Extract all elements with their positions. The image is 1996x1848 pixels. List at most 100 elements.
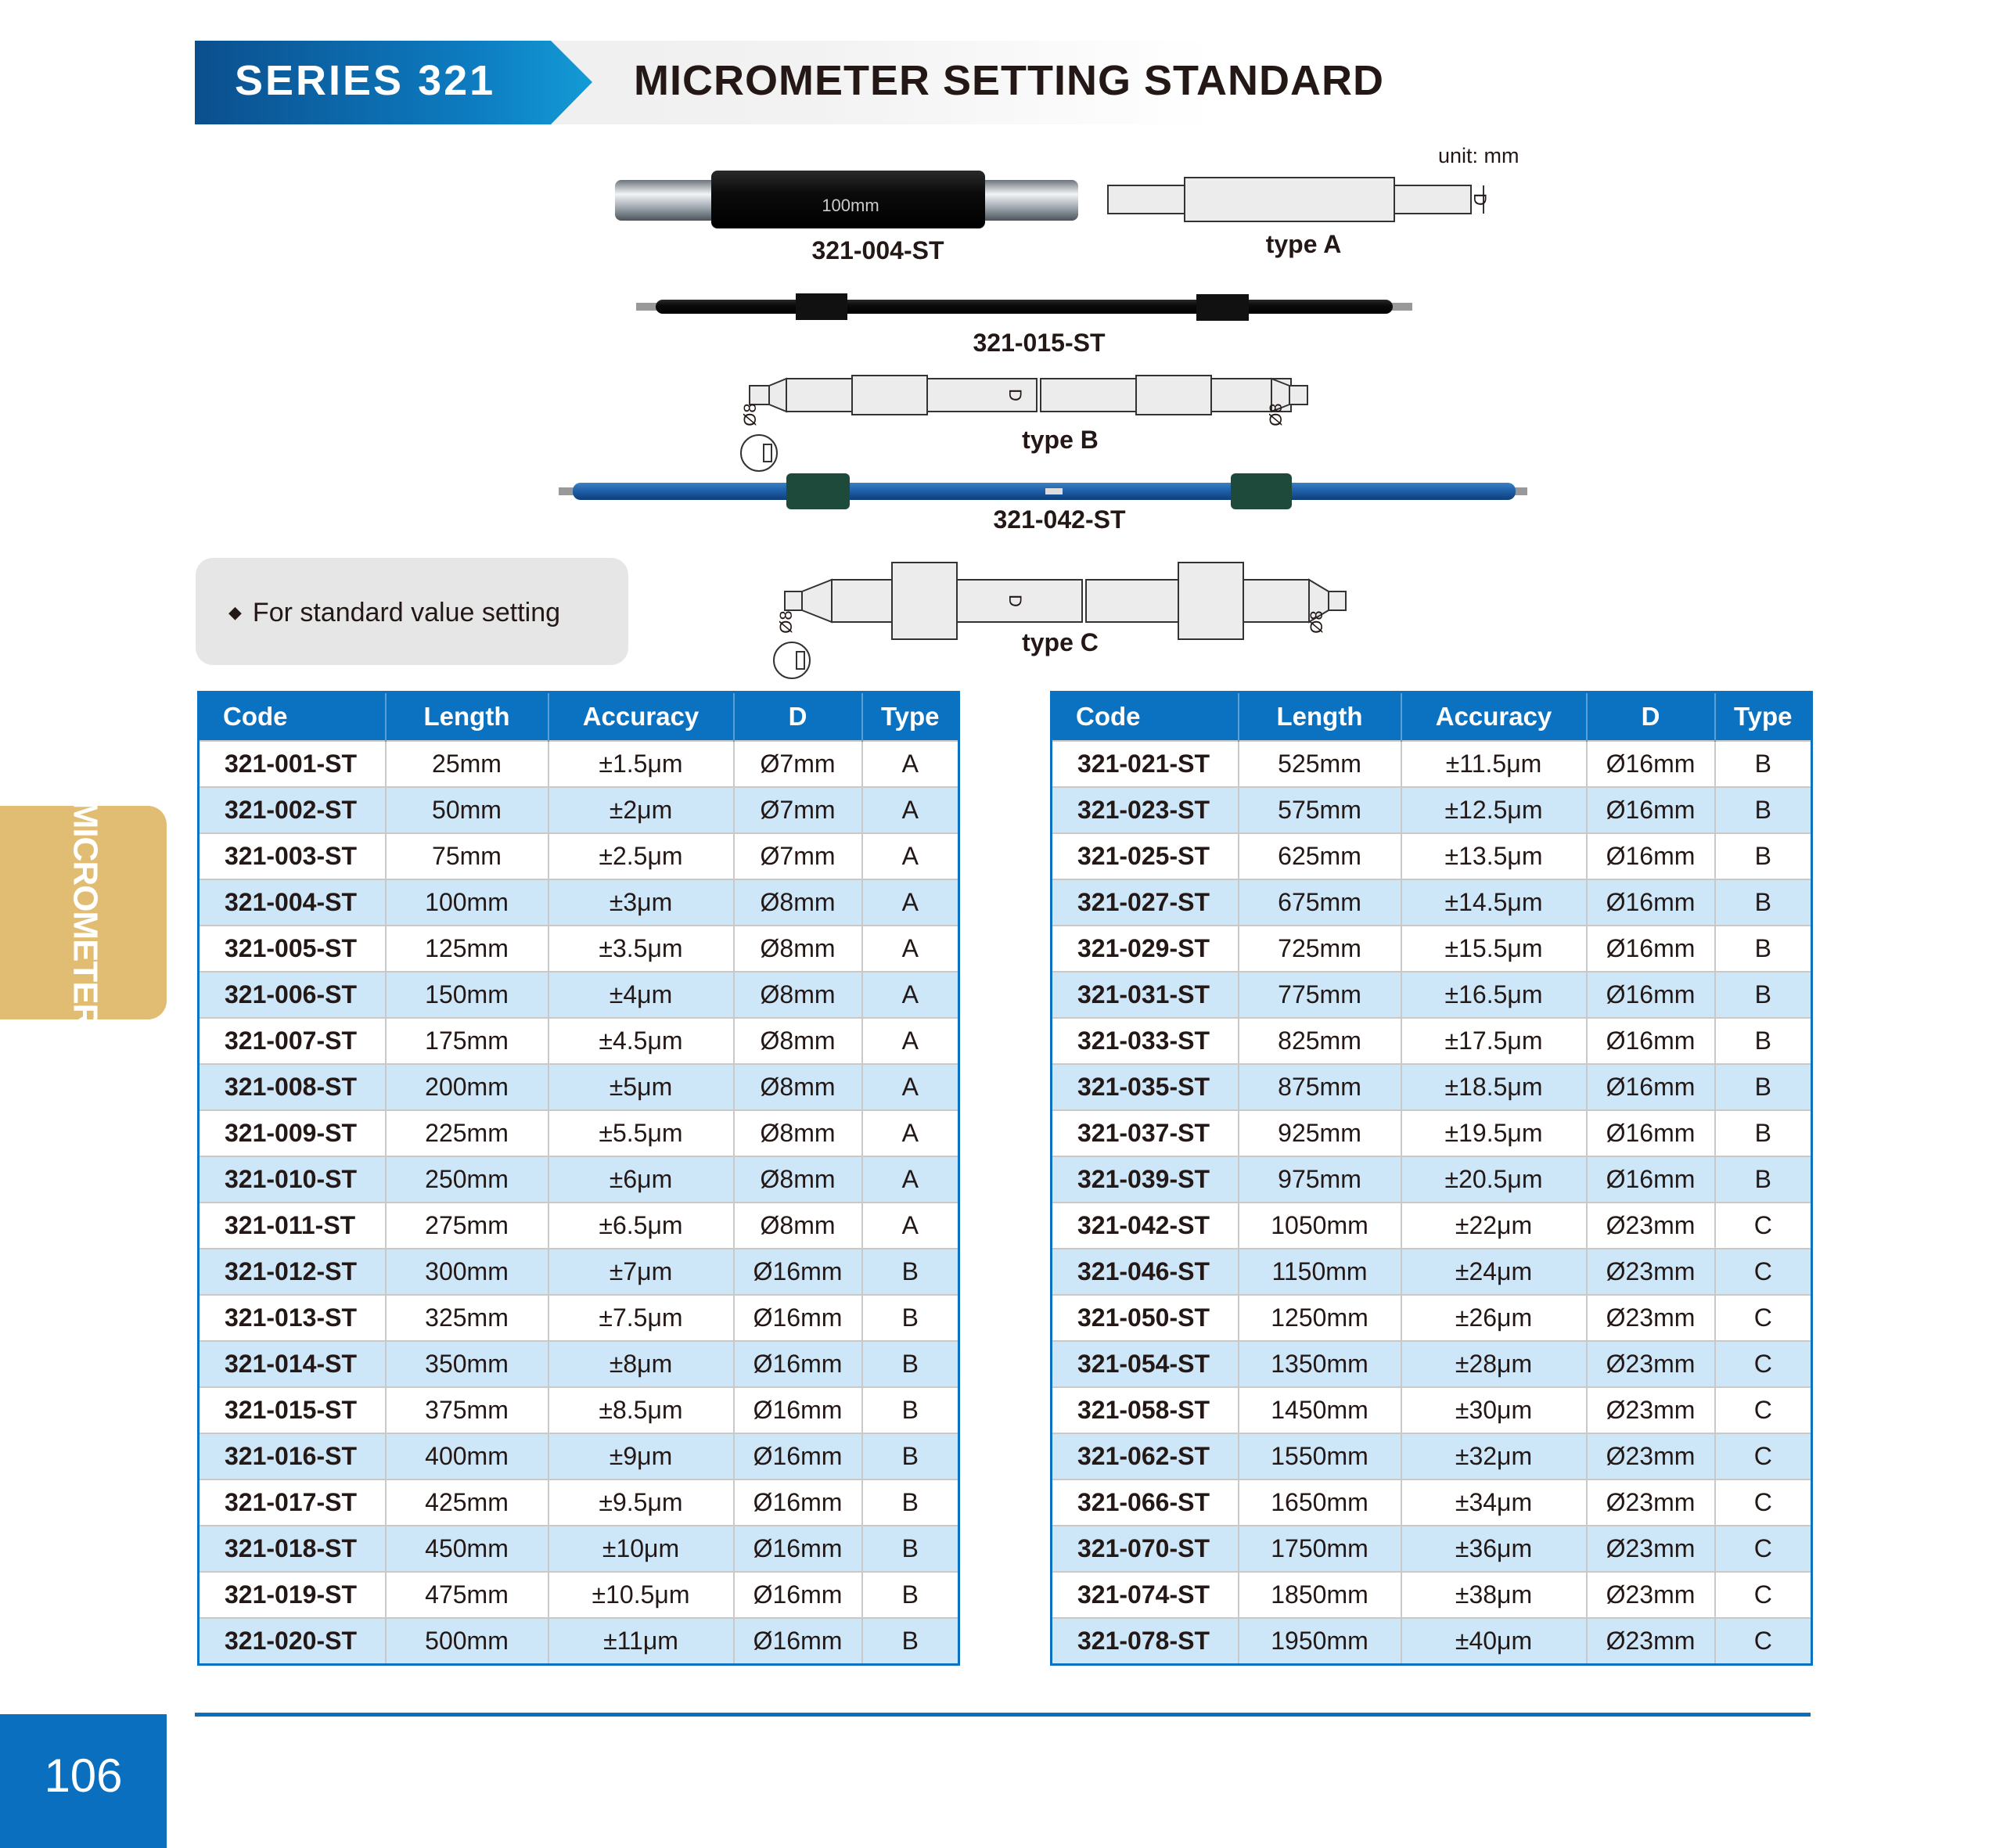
cell-code: 321-033-ST xyxy=(1050,1017,1239,1065)
table-row: 321-005-ST 125mm ±3.5μm Ø8mm A xyxy=(197,925,960,973)
photo-label-321-042: 321-042-ST xyxy=(993,505,1126,534)
cell-accuracy: ±26μm xyxy=(1400,1294,1588,1342)
unit-label: unit: mm xyxy=(1438,144,1519,167)
cell-type: B xyxy=(861,1433,960,1480)
cell-accuracy: ±22μm xyxy=(1400,1202,1588,1249)
table-row: 321-029-ST 725mm ±15.5μm Ø16mm B xyxy=(1050,925,1813,973)
column-header-type: Type xyxy=(1714,692,1812,741)
cell-length: 975mm xyxy=(1237,1156,1402,1203)
page-number: 106 xyxy=(44,1749,123,1802)
cell-length: 400mm xyxy=(384,1433,549,1480)
cell-type: A xyxy=(861,925,960,973)
table-row: 321-033-ST 825mm ±17.5μm Ø16mm B xyxy=(1050,1017,1813,1065)
table-row: 321-039-ST 975mm ±20.5μm Ø16mm B xyxy=(1050,1156,1813,1203)
table-row: 321-007-ST 175mm ±4.5μm Ø8mm A xyxy=(197,1017,960,1065)
cell-accuracy: ±7.5μm xyxy=(547,1294,735,1342)
type-b-label: type B xyxy=(1022,426,1099,454)
table-row: 321-025-ST 625mm ±13.5μm Ø16mm B xyxy=(1050,832,1813,880)
cell-length: 225mm xyxy=(384,1109,549,1157)
cell-accuracy: ±28μm xyxy=(1400,1340,1588,1388)
cell-code: 321-003-ST xyxy=(197,832,387,880)
cell-d: Ø16mm xyxy=(1585,832,1716,880)
cell-d: Ø16mm xyxy=(732,1340,863,1388)
cell-accuracy: ±10.5μm xyxy=(547,1571,735,1619)
standard-photo-321-042 xyxy=(559,473,1527,509)
column-header-d: D xyxy=(732,692,862,741)
cell-accuracy: ±40μm xyxy=(1400,1617,1588,1666)
cell-d: Ø16mm xyxy=(732,1294,863,1342)
cell-d: Ø23mm xyxy=(1585,1386,1716,1434)
dimension-d-label: D xyxy=(1470,193,1490,206)
table-row: 321-013-ST 325mm ±7.5μm Ø16mm B xyxy=(197,1294,960,1342)
cell-d: Ø16mm xyxy=(1585,925,1716,973)
cell-length: 375mm xyxy=(384,1386,549,1434)
cell-d: Ø16mm xyxy=(1585,879,1716,926)
cell-code: 321-016-ST xyxy=(197,1433,387,1480)
cell-d: Ø16mm xyxy=(1585,971,1716,1019)
cell-type: B xyxy=(861,1525,960,1573)
cell-length: 25mm xyxy=(384,740,549,788)
cell-accuracy: ±15.5μm xyxy=(1400,925,1588,973)
cell-d: Ø16mm xyxy=(732,1525,863,1573)
cell-length: 825mm xyxy=(1237,1017,1402,1065)
cell-type: A xyxy=(861,1156,960,1203)
cell-d: Ø16mm xyxy=(732,1386,863,1434)
cell-type: B xyxy=(1714,925,1813,973)
column-header-code: Code xyxy=(198,692,386,741)
cell-type: C xyxy=(1714,1433,1813,1480)
dimension-d-label: D xyxy=(1005,595,1025,607)
cell-type: B xyxy=(861,1479,960,1526)
cell-d: Ø16mm xyxy=(1585,740,1716,788)
cell-type: C xyxy=(1714,1294,1813,1342)
cell-length: 875mm xyxy=(1237,1063,1402,1111)
series-title: SERIES 321 xyxy=(235,57,496,104)
cell-type: B xyxy=(1714,1156,1813,1203)
cell-length: 125mm xyxy=(384,925,549,973)
cell-type: C xyxy=(1714,1248,1813,1296)
cell-accuracy: ±4μm xyxy=(547,971,735,1019)
cell-accuracy: ±6.5μm xyxy=(547,1202,735,1249)
cell-length: 150mm xyxy=(384,971,549,1019)
table-row: 321-017-ST 425mm ±9.5μm Ø16mm B xyxy=(197,1479,960,1526)
cell-code: 321-078-ST xyxy=(1050,1617,1239,1666)
table-row: 321-006-ST 150mm ±4μm Ø8mm A xyxy=(197,971,960,1019)
cell-d: Ø8mm xyxy=(732,1202,863,1249)
cell-accuracy: ±16.5μm xyxy=(1400,971,1588,1019)
cell-d: Ø23mm xyxy=(1585,1340,1716,1388)
column-header-code: Code xyxy=(1051,692,1239,741)
cell-length: 275mm xyxy=(384,1202,549,1249)
cell-d: Ø23mm xyxy=(1585,1525,1716,1573)
cell-d: Ø7mm xyxy=(732,832,863,880)
page-number-box xyxy=(0,1714,167,1848)
cell-d: Ø16mm xyxy=(732,1479,863,1526)
table-row: 321-054-ST 1350mm ±28μm Ø23mm C xyxy=(1050,1340,1813,1388)
type-a-drawing: D xyxy=(1107,177,1490,222)
cell-type: B xyxy=(1714,1109,1813,1157)
cell-accuracy: ±3.5μm xyxy=(547,925,735,973)
cell-d: Ø7mm xyxy=(732,740,863,788)
cell-type: B xyxy=(861,1340,960,1388)
cell-accuracy: ±2.5μm xyxy=(547,832,735,880)
cell-length: 625mm xyxy=(1237,832,1402,880)
table-row: 321-016-ST 400mm ±9μm Ø16mm B xyxy=(197,1433,960,1480)
cell-accuracy: ±30μm xyxy=(1400,1386,1588,1434)
type-b-drawing: D Ø8 Ø8 xyxy=(740,375,1308,472)
cell-accuracy: ±34μm xyxy=(1400,1479,1588,1526)
cell-d: Ø8mm xyxy=(732,1017,863,1065)
cell-d: Ø16mm xyxy=(1585,1063,1716,1111)
table-row: 321-066-ST 1650mm ±34μm Ø23mm C xyxy=(1050,1479,1813,1526)
cell-d: Ø8mm xyxy=(732,1063,863,1111)
cell-d: Ø23mm xyxy=(1585,1433,1716,1480)
cell-type: A xyxy=(861,1202,960,1249)
cell-accuracy: ±13.5μm xyxy=(1400,832,1588,880)
dimension-d-label: D xyxy=(1005,389,1025,401)
table-row: 321-027-ST 675mm ±14.5μm Ø16mm B xyxy=(1050,879,1813,926)
cell-code: 321-009-ST xyxy=(197,1109,387,1157)
cell-accuracy: ±9.5μm xyxy=(547,1479,735,1526)
cell-type: A xyxy=(861,832,960,880)
photo-label-321-004: 321-004-ST xyxy=(811,236,944,264)
cell-d: Ø8mm xyxy=(732,1109,863,1157)
cell-type: B xyxy=(861,1248,960,1296)
info-box xyxy=(196,558,628,665)
cell-length: 500mm xyxy=(384,1617,549,1666)
